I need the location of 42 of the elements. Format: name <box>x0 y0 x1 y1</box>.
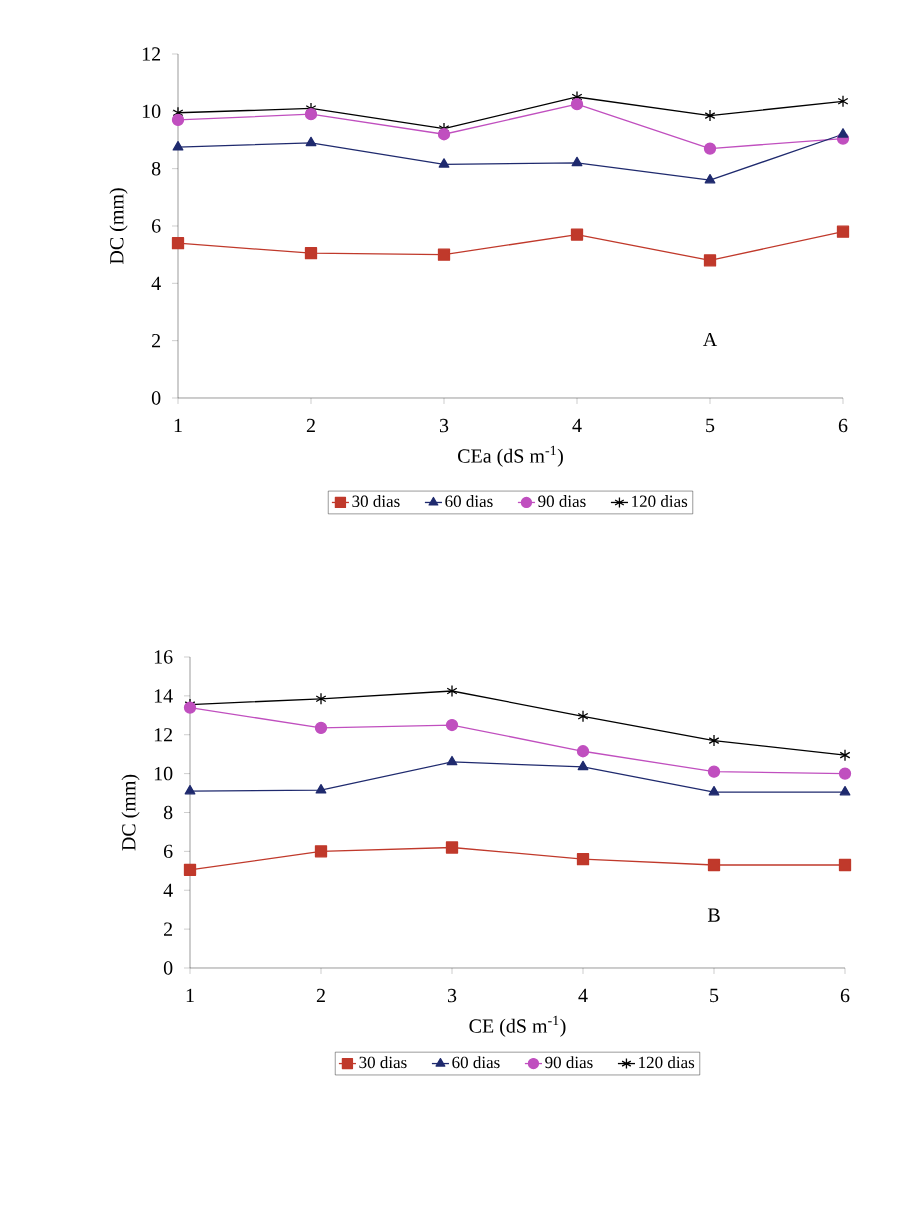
legend-label: 30 dias <box>352 495 400 508</box>
legend-label: 60 dias <box>452 1056 500 1069</box>
y-axis-title: DC (mm) <box>109 188 128 265</box>
x-tick-label: 5 <box>710 988 719 1003</box>
y-tick-label: 2 <box>152 334 161 348</box>
annotation: B <box>707 908 720 922</box>
y-axis-title: DC (mm) <box>121 774 140 851</box>
x-tick-label: 5 <box>706 418 715 433</box>
x-tick-label: 2 <box>306 418 315 433</box>
y-tick-label: 0 <box>163 961 173 975</box>
annotation: A <box>702 332 718 347</box>
y-tick-label: 8 <box>163 805 173 820</box>
y-tick-label: 0 <box>151 391 161 405</box>
y-tick-label: 16 <box>154 650 173 664</box>
y-tick-label: 2 <box>164 922 173 936</box>
y-tick-label: 12 <box>154 728 173 742</box>
y-tick-label: 6 <box>152 219 161 233</box>
x-tick-label: 4 <box>572 418 582 433</box>
y-tick-label: 10 <box>142 104 161 119</box>
y-tick-label: 4 <box>151 276 161 290</box>
x-tick-label: 6 <box>838 418 848 433</box>
y-tick-label: 10 <box>154 766 173 781</box>
x-tick-label: 6 <box>840 988 850 1003</box>
y-tick-label: 6 <box>164 844 173 859</box>
legend-label: 120 dias <box>639 1056 695 1069</box>
legend-label: 120 dias <box>632 495 688 508</box>
x-tick-label: 1 <box>186 988 194 1003</box>
legend-label: 30 dias <box>359 1056 407 1069</box>
legend-label: 60 dias <box>445 495 493 508</box>
x-tick-label: 2 <box>316 988 325 1003</box>
y-tick-label: 14 <box>154 689 173 703</box>
y-tick-label: 12 <box>142 47 161 61</box>
y-tick-label: 4 <box>163 883 173 897</box>
y-tick-label: 8 <box>151 161 161 176</box>
legend-label: 90 dias <box>538 495 586 508</box>
x-tick-label: 4 <box>578 988 588 1003</box>
x-tick-label: 3 <box>439 418 449 433</box>
x-tick-label: 3 <box>447 988 457 1003</box>
x-axis-title: CEa (dS m$^{-1}$) <box>458 445 563 467</box>
x-tick-label: 1 <box>174 418 182 433</box>
x-axis-title: CE (dS m$^{-1}$) <box>469 1015 566 1037</box>
legend-label: 90 dias <box>545 1056 593 1069</box>
